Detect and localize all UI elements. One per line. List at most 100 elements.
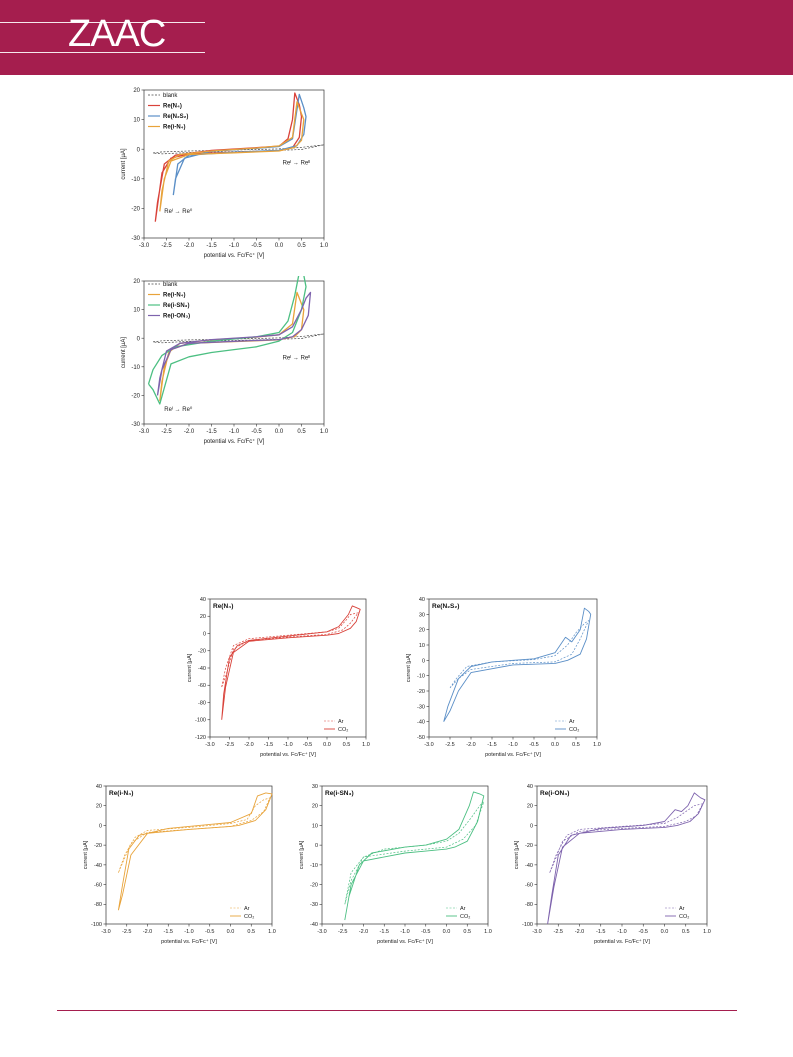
plot-frame (209, 598, 367, 738)
series-line-co (221, 605, 361, 720)
chart-title: Re(i-ON₃) (540, 790, 569, 797)
x-tick-label: -1.0 (184, 929, 193, 935)
x-tick-label: 0.0 (275, 243, 284, 249)
x-axis-label: potential vs. Fc/Fc⁺ [V] (485, 751, 541, 758)
chart-annotation: Reᴵ → Reᴵᴵ (283, 160, 311, 167)
x-tick-label: 0.5 (297, 243, 306, 249)
x-tick-label: -3.0 (424, 742, 433, 748)
y-tick-label: -20 (310, 882, 318, 888)
x-axis-label: potential vs. Fc/Fc⁺ [V] (204, 252, 265, 259)
plot-frame (536, 785, 708, 925)
legend-label-re-i-n: Re(i-N₄) (163, 293, 186, 299)
legend-label-co: CO₂ (679, 914, 689, 920)
y-axis-label: current [µA] (121, 337, 127, 368)
y-tick-label: 10 (419, 643, 425, 649)
y-tick-label: -10 (131, 177, 140, 183)
legend-label-re-n-s: Re(N₂S₂) (163, 114, 188, 120)
series-line-blank (152, 333, 325, 344)
x-tick-label: 0.0 (275, 429, 284, 435)
legend-label-ar: Ar (244, 906, 250, 912)
x-tick-label: 1.0 (268, 929, 276, 935)
chart-title: Re(N₄) (213, 603, 233, 610)
series-line-co (443, 607, 592, 722)
y-tick-label: 20 (96, 804, 102, 810)
y-tick-label: -50 (417, 735, 425, 741)
y-tick-label: -80 (94, 902, 102, 908)
y-tick-label: -80 (198, 700, 206, 706)
plot-frame (428, 598, 598, 738)
y-tick-label: 0 (137, 336, 141, 342)
x-tick-label: 1.0 (320, 429, 329, 435)
x-tick-label: -0.5 (205, 929, 214, 935)
x-tick-label: 1.0 (362, 742, 370, 748)
y-axis-label: current [µA] (187, 653, 193, 682)
x-tick-label: 0.5 (247, 929, 255, 935)
y-tick-label: -30 (131, 422, 140, 428)
x-tick-label: -3.0 (139, 429, 150, 435)
x-tick-label: -0.5 (639, 929, 648, 935)
y-tick-label: -60 (94, 882, 102, 888)
x-tick-label: 0.5 (572, 742, 580, 748)
series-line-ar (118, 797, 271, 873)
y-tick-label: -20 (131, 207, 140, 213)
series-line-ar (344, 801, 485, 905)
legend-label-co: CO₂ (338, 727, 348, 733)
x-axis-label: potential vs. Fc/Fc⁺ [V] (260, 751, 316, 758)
legend-label-blank: blank (163, 282, 178, 288)
y-tick-label: -100 (91, 922, 102, 928)
x-tick-label: -2.5 (445, 742, 454, 748)
x-tick-label: -1.5 (487, 742, 496, 748)
y-tick-label: -40 (94, 863, 102, 869)
legend-label-co: CO₂ (460, 914, 470, 920)
y-axis-label: current [µA] (406, 653, 412, 682)
y-tick-label: 10 (312, 823, 318, 829)
x-tick-label: -3.0 (139, 243, 150, 249)
x-axis-label: potential vs. Fc/Fc⁺ [V] (204, 438, 265, 445)
journal-header-band: ZAAC (0, 0, 793, 75)
y-tick-label: 0 (530, 823, 533, 829)
legend-label-re-i-on: Re(i-ON₃) (163, 314, 190, 320)
x-tick-label: -2.5 (338, 929, 347, 935)
y-tick-label: -40 (198, 666, 206, 672)
y-tick-label: 40 (96, 784, 102, 790)
chart-annotation: Reᴵ → Re⁰ (164, 406, 193, 413)
cv-chart-re-i-on3: -3.0 -2.5 -2.0 -1.5 -1.0 -0.5 0.0 0.5 1.0 -100 -80… (514, 784, 711, 945)
y-tick-label: 30 (312, 784, 318, 790)
plot-frame (105, 785, 273, 925)
y-tick-label: 0 (203, 631, 206, 637)
y-tick-label: 20 (133, 88, 140, 94)
x-tick-label: -1.5 (206, 243, 217, 249)
y-tick-label: -30 (131, 236, 140, 242)
y-tick-label: -20 (198, 649, 206, 655)
x-tick-label: -2.5 (554, 929, 563, 935)
x-tick-label: 1.0 (593, 742, 601, 748)
x-tick-label: -0.5 (421, 929, 430, 935)
header-rule-top (0, 22, 205, 23)
x-tick-label: 0.0 (551, 742, 559, 748)
series-line-co (547, 792, 706, 925)
x-axis-label: potential vs. Fc/Fc⁺ [V] (161, 938, 217, 945)
x-tick-label: -2.0 (466, 742, 475, 748)
x-tick-label: -0.5 (303, 742, 312, 748)
y-tick-label: -40 (310, 922, 318, 928)
x-tick-label: -3.0 (317, 929, 326, 935)
x-tick-label: -2.5 (161, 243, 172, 249)
plot-frame (143, 280, 325, 425)
y-tick-label: 20 (200, 614, 206, 620)
series-line-ar (549, 803, 704, 873)
x-tick-label: 0.0 (227, 929, 235, 935)
x-tick-label: -2.0 (184, 429, 195, 435)
legend-label-ar: Ar (569, 719, 575, 725)
x-axis-label: potential vs. Fc/Fc⁺ [V] (377, 938, 433, 945)
x-tick-label: 1.0 (320, 243, 329, 249)
y-tick-label: -60 (525, 882, 533, 888)
x-tick-label: 0.5 (682, 929, 690, 935)
x-tick-label: -1.0 (283, 742, 292, 748)
x-tick-label: -1.0 (400, 929, 409, 935)
y-tick-label: 20 (133, 279, 140, 285)
y-tick-label: -30 (310, 902, 318, 908)
series-line-co (344, 791, 485, 921)
y-tick-label: -40 (525, 863, 533, 869)
x-tick-label: -3.0 (205, 742, 214, 748)
y-tick-label: -10 (131, 365, 140, 371)
